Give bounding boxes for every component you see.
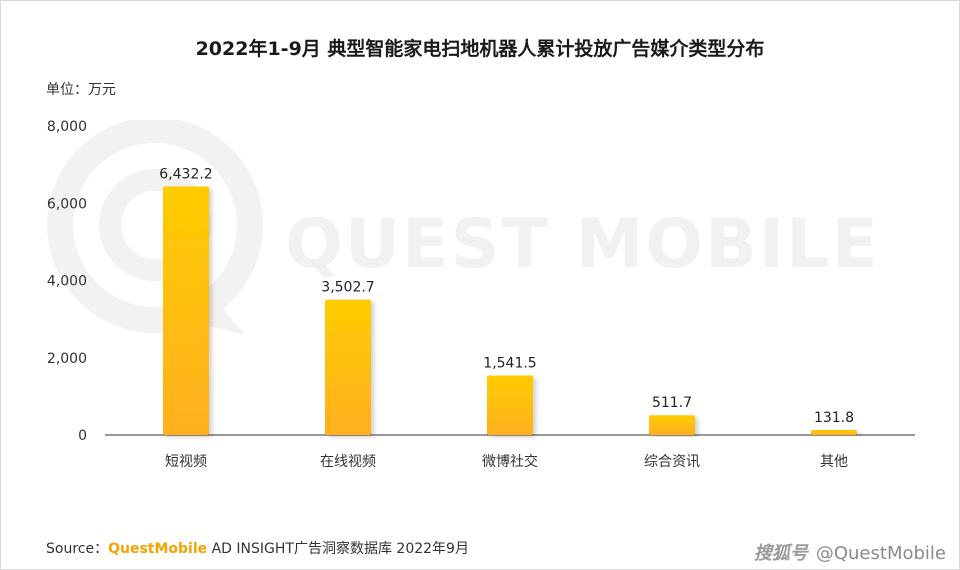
bar bbox=[487, 375, 533, 435]
bar bbox=[325, 299, 371, 435]
source-line: Source：QuestMobile AD INSIGHT广告洞察数据库 202… bbox=[46, 538, 469, 558]
x-tick-label: 综合资讯 bbox=[644, 454, 700, 470]
credit-handle: @QuestMobile bbox=[815, 543, 946, 564]
y-tick-label: 8,000 bbox=[47, 119, 87, 135]
source-text: AD INSIGHT广告洞察数据库 2022年9月 bbox=[207, 541, 469, 557]
data-label: 3,502.7 bbox=[321, 280, 374, 296]
watermark-text: QUEST MOBILE bbox=[285, 205, 880, 284]
x-tick-label: 在线视频 bbox=[320, 454, 376, 470]
source-prefix: Source： bbox=[46, 541, 109, 557]
chart-title: 2022年1-9月 典型智能家电扫地机器人累计投放广告媒介类型分布 bbox=[195, 38, 765, 60]
bar bbox=[811, 429, 857, 435]
y-tick-label: 2,000 bbox=[47, 351, 87, 367]
data-label: 131.8 bbox=[814, 410, 854, 426]
x-tick-label: 其他 bbox=[820, 454, 848, 470]
data-label: 511.7 bbox=[652, 395, 692, 411]
source-brand: QuestMobile bbox=[108, 541, 208, 557]
bar bbox=[163, 186, 209, 435]
data-label: 1,541.5 bbox=[483, 355, 536, 371]
y-tick-label: 4,000 bbox=[47, 274, 87, 290]
unit-label: 单位：万元 bbox=[46, 82, 116, 98]
x-tick-label: 微博社交 bbox=[482, 453, 538, 470]
bar bbox=[649, 415, 695, 435]
y-tick-label: 6,000 bbox=[47, 196, 87, 212]
data-label: 6,432.2 bbox=[159, 167, 212, 183]
platform-name: 搜狐号 bbox=[753, 543, 808, 564]
y-tick-label: 0 bbox=[78, 428, 87, 444]
credit-line: 搜狐号 @QuestMobile bbox=[754, 539, 946, 565]
x-tick-label: 短视频 bbox=[165, 454, 207, 470]
